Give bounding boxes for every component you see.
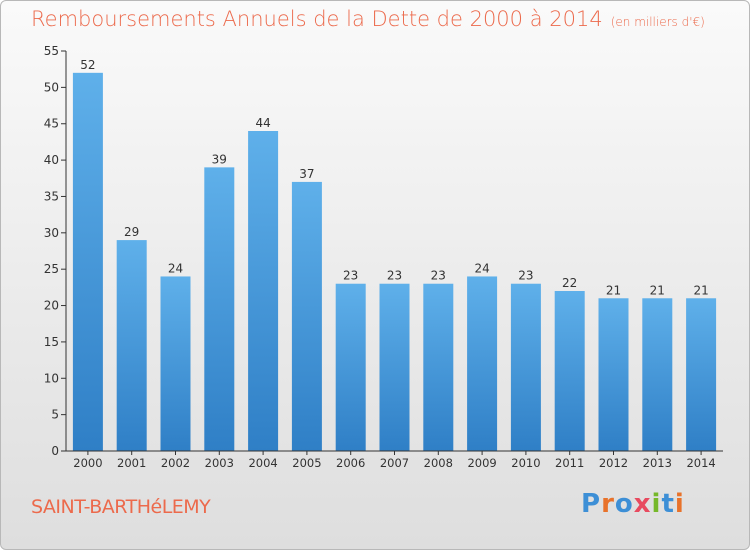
y-tick-label: 10 bbox=[44, 371, 59, 385]
bar bbox=[510, 283, 541, 451]
bar bbox=[160, 276, 191, 451]
data-label: 44 bbox=[255, 116, 270, 130]
x-tick-label: 2005 bbox=[292, 456, 321, 470]
data-label: 22 bbox=[562, 276, 577, 290]
bar bbox=[116, 240, 147, 451]
y-tick-label: 45 bbox=[44, 117, 59, 131]
y-tick-label: 0 bbox=[51, 444, 59, 458]
y-tick-label: 25 bbox=[44, 262, 59, 276]
bar bbox=[467, 276, 498, 451]
y-axis: 0 5 10 15 20 25 30 35 40 45 50 55 bbox=[44, 44, 67, 458]
bar bbox=[598, 298, 629, 451]
data-label: 24 bbox=[474, 261, 489, 275]
logo-letter: t bbox=[661, 489, 675, 519]
y-tick-label: 5 bbox=[51, 408, 59, 422]
x-tick-label: 2001 bbox=[117, 456, 146, 470]
x-tick-label: 2000 bbox=[73, 456, 102, 470]
logo-letter: P bbox=[581, 489, 602, 519]
proxiti-logo: Proxiti bbox=[581, 489, 685, 519]
x-tick-label: 2008 bbox=[424, 456, 453, 470]
y-tick-label: 20 bbox=[44, 299, 59, 313]
data-label: 23 bbox=[343, 269, 358, 283]
x-tick-label: 2006 bbox=[336, 456, 365, 470]
logo-letter: r bbox=[601, 489, 615, 519]
y-tick-label: 35 bbox=[44, 189, 59, 203]
x-tick-label: 2012 bbox=[599, 456, 628, 470]
x-tick-label: 2007 bbox=[380, 456, 409, 470]
logo-letter: o bbox=[614, 489, 634, 519]
data-label: 29 bbox=[124, 225, 139, 239]
x-tick-label: 2004 bbox=[248, 456, 277, 470]
bar bbox=[554, 291, 585, 451]
commune-name: SAINT-BARTHéLEMY bbox=[31, 496, 211, 518]
y-tick-label: 40 bbox=[44, 153, 59, 167]
x-tick-label: 2013 bbox=[643, 456, 672, 470]
data-label: 39 bbox=[212, 152, 227, 166]
data-label: 24 bbox=[168, 261, 183, 275]
bar bbox=[291, 181, 322, 451]
bar bbox=[72, 72, 103, 452]
chart-unit: (en milliers d'€) bbox=[610, 15, 705, 29]
bar bbox=[642, 298, 673, 451]
x-tick-label: 2003 bbox=[205, 456, 234, 470]
bar bbox=[686, 298, 717, 451]
y-tick-label: 15 bbox=[44, 335, 59, 349]
bar bbox=[335, 283, 366, 451]
data-label: 21 bbox=[693, 283, 708, 297]
data-label: 23 bbox=[387, 269, 402, 283]
data-label: 21 bbox=[606, 283, 621, 297]
bar bbox=[423, 283, 454, 451]
x-tick-label: 2011 bbox=[555, 456, 584, 470]
y-tick-label: 30 bbox=[44, 226, 59, 240]
x-tick-label: 2010 bbox=[511, 456, 540, 470]
logo-letter: i bbox=[651, 489, 662, 519]
bar bbox=[204, 167, 235, 451]
y-tick-label: 55 bbox=[44, 44, 59, 58]
data-label: 23 bbox=[431, 269, 446, 283]
data-label: 21 bbox=[650, 283, 665, 297]
x-tick-label: 2014 bbox=[686, 456, 715, 470]
data-label: 23 bbox=[518, 269, 533, 283]
x-tick-label: 2002 bbox=[161, 456, 190, 470]
bar bbox=[379, 283, 410, 451]
bars: 52 29 24 39 44 37 23 23 23 24 23 22 21 21 21 bbox=[72, 58, 717, 452]
y-tick-label: 50 bbox=[44, 80, 59, 94]
x-tick-label: 2009 bbox=[467, 456, 496, 470]
chart-title-text: Remboursements Annuels de la Dette de 20… bbox=[31, 7, 603, 31]
data-label: 52 bbox=[80, 58, 95, 72]
bar bbox=[248, 131, 279, 451]
logo-letter: x bbox=[633, 489, 652, 519]
x-axis: 2000 2001 2002 2003 2004 2005 2006 2007 2008 2009… bbox=[66, 450, 723, 470]
logo-letter: i bbox=[674, 489, 685, 519]
data-label: 37 bbox=[299, 167, 314, 181]
chart-title: Remboursements Annuels de la Dette de 20… bbox=[31, 7, 705, 31]
